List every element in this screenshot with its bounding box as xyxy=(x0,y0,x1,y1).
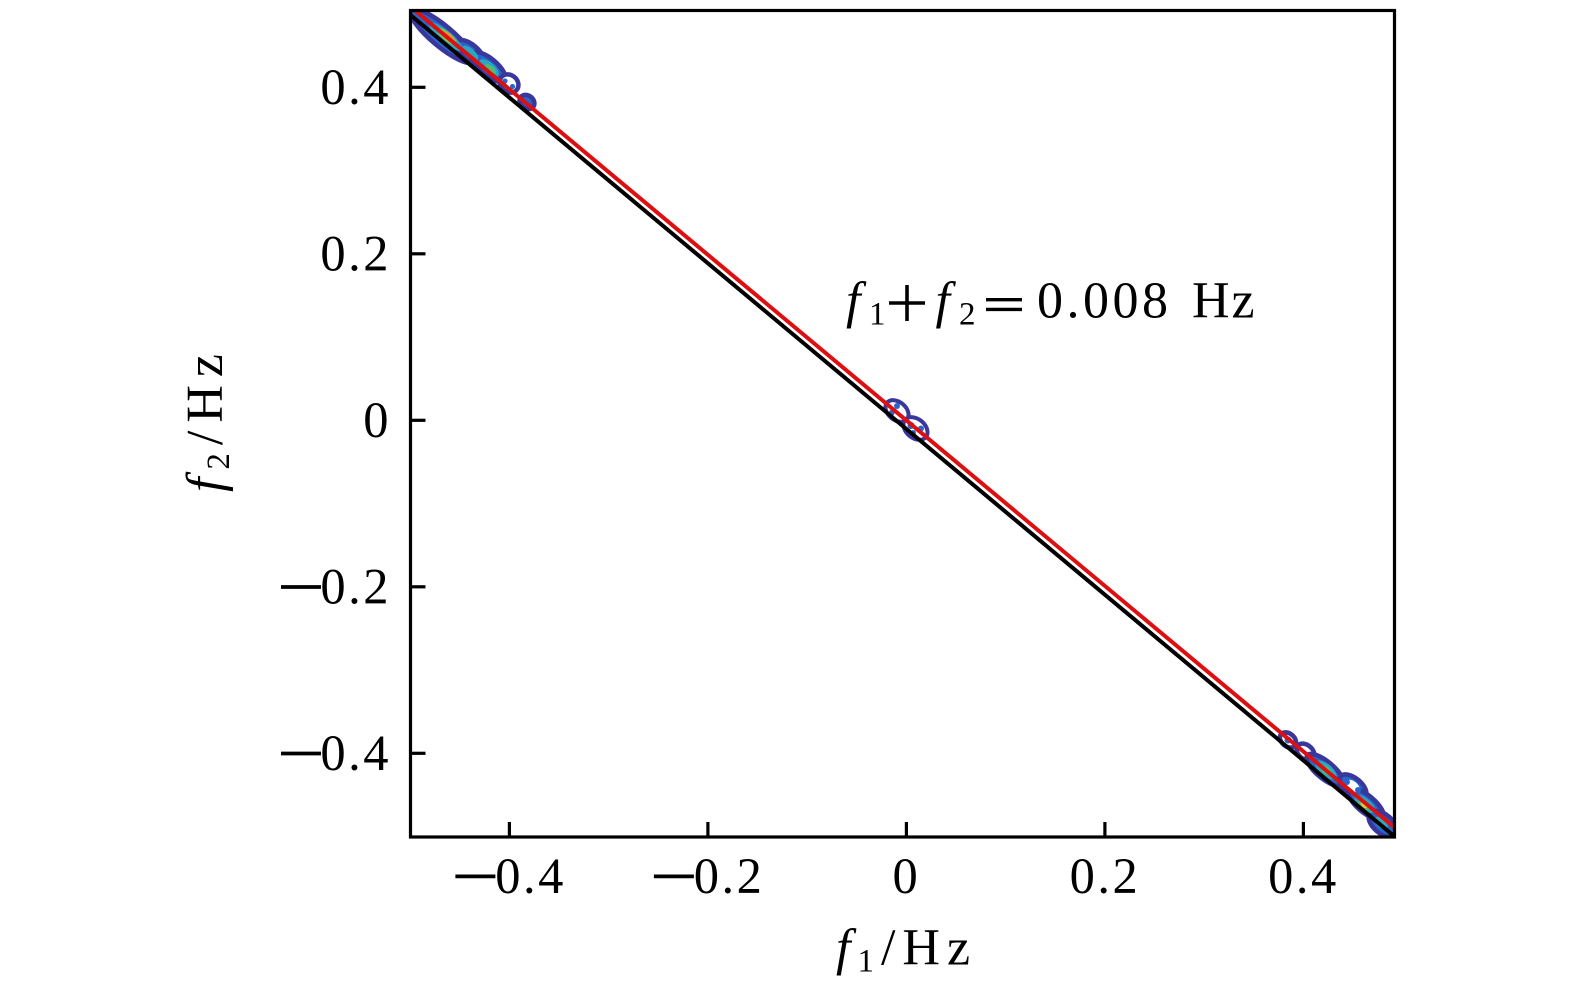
svg-text:0.4: 0.4 xyxy=(1268,848,1339,904)
svg-text:0.4: 0.4 xyxy=(495,848,566,904)
svg-text:0.4: 0.4 xyxy=(320,59,391,115)
svg-text:2: 2 xyxy=(959,297,976,333)
svg-text:f1/Hz: f1/Hz xyxy=(836,920,977,980)
svg-text:0.2: 0.2 xyxy=(1070,848,1141,904)
svg-text:0.2: 0.2 xyxy=(320,226,391,282)
svg-text:Hz: Hz xyxy=(1192,273,1257,330)
svg-text:f2/Hz: f2/Hz xyxy=(177,346,237,492)
svg-text:0: 0 xyxy=(363,392,391,448)
svg-text:f: f xyxy=(846,273,867,330)
svg-text:1: 1 xyxy=(869,297,886,333)
svg-text:0.2: 0.2 xyxy=(320,559,391,615)
svg-text:0: 0 xyxy=(893,848,921,904)
svg-text:0.008: 0.008 xyxy=(1037,273,1172,330)
svg-text:f: f xyxy=(936,273,957,330)
svg-text:0.2: 0.2 xyxy=(694,848,765,904)
svg-text:0.4: 0.4 xyxy=(320,725,391,781)
